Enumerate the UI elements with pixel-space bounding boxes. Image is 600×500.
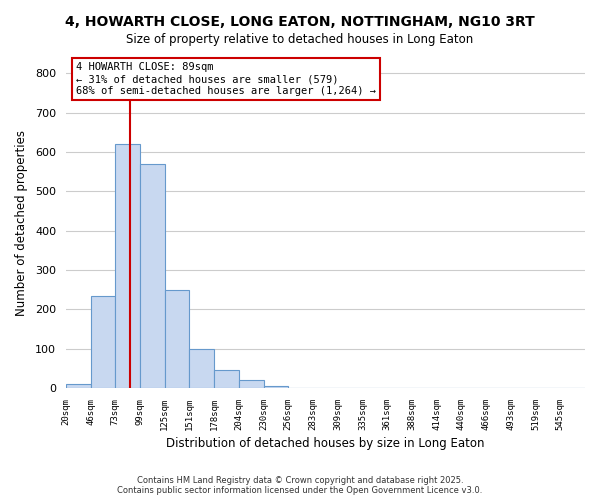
Text: 4, HOWARTH CLOSE, LONG EATON, NOTTINGHAM, NG10 3RT: 4, HOWARTH CLOSE, LONG EATON, NOTTINGHAM… [65, 15, 535, 29]
Bar [66, 384, 91, 388]
Bar [190, 348, 214, 388]
X-axis label: Distribution of detached houses by size in Long Eaton: Distribution of detached houses by size … [166, 437, 485, 450]
Bar [91, 296, 115, 388]
Bar [164, 290, 190, 388]
Text: Size of property relative to detached houses in Long Eaton: Size of property relative to detached ho… [127, 32, 473, 46]
Bar [263, 386, 289, 388]
Bar [239, 380, 263, 388]
Bar [140, 164, 164, 388]
Bar [115, 144, 140, 388]
Text: Contains HM Land Registry data © Crown copyright and database right 2025.
Contai: Contains HM Land Registry data © Crown c… [118, 476, 482, 495]
Y-axis label: Number of detached properties: Number of detached properties [15, 130, 28, 316]
Text: 4 HOWARTH CLOSE: 89sqm
← 31% of detached houses are smaller (579)
68% of semi-de: 4 HOWARTH CLOSE: 89sqm ← 31% of detached… [76, 62, 376, 96]
Bar [214, 370, 239, 388]
